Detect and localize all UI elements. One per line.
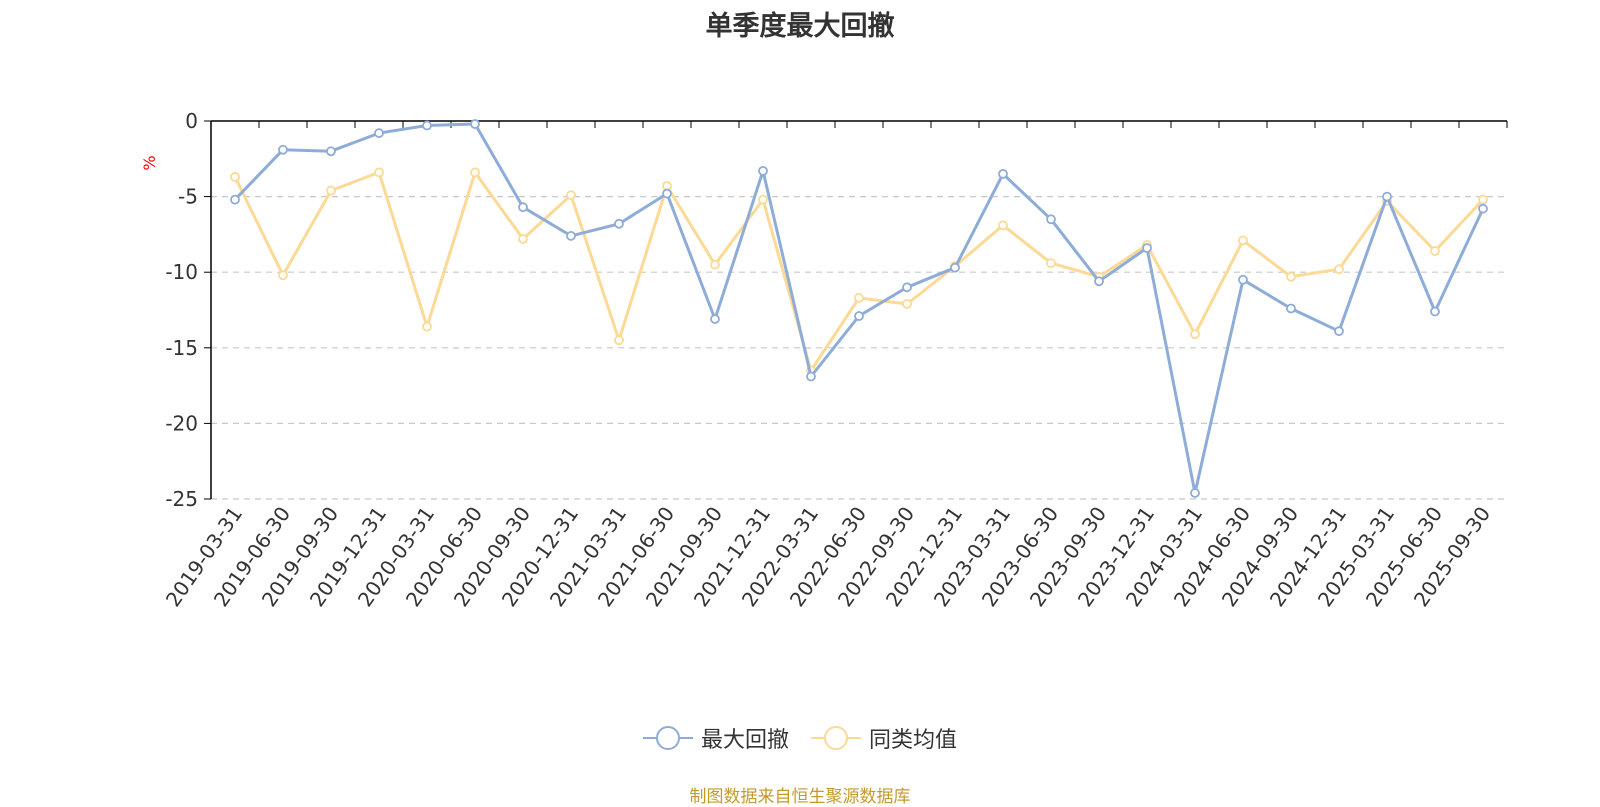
- data-point[interactable]: [326, 146, 336, 157]
- series-2: [230, 167, 1488, 376]
- data-point[interactable]: [950, 262, 960, 273]
- chart-title: 单季度最大回撤: [705, 11, 895, 42]
- data-point[interactable]: [1046, 258, 1056, 269]
- data-point[interactable]: [1478, 203, 1488, 214]
- data-point[interactable]: [326, 185, 336, 196]
- data-point[interactable]: [1334, 264, 1344, 275]
- data-point[interactable]: [1190, 329, 1200, 340]
- data-point[interactable]: [278, 270, 288, 281]
- legend-item-series-2[interactable]: 同类均值: [811, 722, 957, 754]
- data-point[interactable]: [566, 190, 576, 200]
- data-point[interactable]: [1286, 303, 1296, 314]
- data-point[interactable]: [854, 311, 864, 321]
- data-point[interactable]: [662, 188, 672, 199]
- data-point[interactable]: [1382, 191, 1392, 202]
- data-point[interactable]: [806, 371, 816, 382]
- data-point[interactable]: [470, 167, 480, 178]
- data-point[interactable]: [1478, 194, 1488, 205]
- data-point[interactable]: [758, 165, 768, 176]
- data-point[interactable]: [374, 167, 384, 178]
- data-point[interactable]: [1286, 271, 1296, 282]
- y-tick-label: -25: [165, 487, 198, 511]
- series-1: [230, 119, 1488, 498]
- data-point[interactable]: [1334, 326, 1344, 337]
- data-point[interactable]: [1094, 276, 1104, 287]
- legend-item-series-1[interactable]: 最大回撤: [642, 722, 789, 754]
- data-point[interactable]: [1238, 235, 1248, 246]
- data-point[interactable]: [998, 220, 1008, 231]
- series: [230, 119, 1488, 498]
- data-point[interactable]: [1142, 243, 1152, 253]
- data-point[interactable]: [230, 194, 240, 205]
- legend-marker-icon: [811, 725, 861, 751]
- y-axis-unit-label: %: [140, 155, 159, 170]
- source-note: 制图数据来自恒生聚源数据库: [689, 787, 911, 807]
- data-point[interactable]: [374, 128, 384, 138]
- legend-marker-icon: [642, 725, 693, 751]
- data-point[interactable]: [1190, 488, 1200, 498]
- axes: 0-5-10-15-20-252019-03-312019-06-302019-…: [161, 109, 1508, 611]
- legend-label: 同类均值: [869, 728, 958, 753]
- data-point[interactable]: [614, 218, 624, 229]
- y-tick-label: -5: [178, 185, 198, 209]
- grid-lines: [211, 196, 1507, 500]
- y-tick-label: -20: [165, 411, 198, 435]
- data-point[interactable]: [470, 119, 480, 129]
- data-point[interactable]: [518, 234, 528, 244]
- data-point[interactable]: [998, 169, 1008, 179]
- legend-label: 最大回撤: [700, 728, 789, 753]
- data-point[interactable]: [422, 120, 432, 131]
- data-point[interactable]: [902, 282, 912, 293]
- data-point[interactable]: [278, 144, 288, 155]
- data-point[interactable]: [902, 299, 912, 309]
- data-point[interactable]: [422, 321, 432, 332]
- y-tick-label: -10: [165, 260, 198, 284]
- y-tick-label: -15: [165, 336, 198, 360]
- legend: 最大回撤 同类均值: [0, 722, 1600, 754]
- y-tick-label: 0: [185, 109, 198, 133]
- data-point[interactable]: [1430, 306, 1440, 317]
- data-point[interactable]: [1046, 214, 1056, 225]
- data-point[interactable]: [1238, 274, 1248, 285]
- data-point[interactable]: [710, 314, 720, 324]
- data-point[interactable]: [758, 194, 768, 205]
- data-point[interactable]: [518, 202, 528, 213]
- series-line: [233, 170, 1485, 372]
- data-point[interactable]: [566, 231, 576, 241]
- data-point[interactable]: [854, 293, 864, 303]
- data-point[interactable]: [1430, 246, 1440, 256]
- data-point[interactable]: [614, 335, 624, 346]
- data-point[interactable]: [230, 172, 240, 182]
- data-point[interactable]: [710, 259, 720, 270]
